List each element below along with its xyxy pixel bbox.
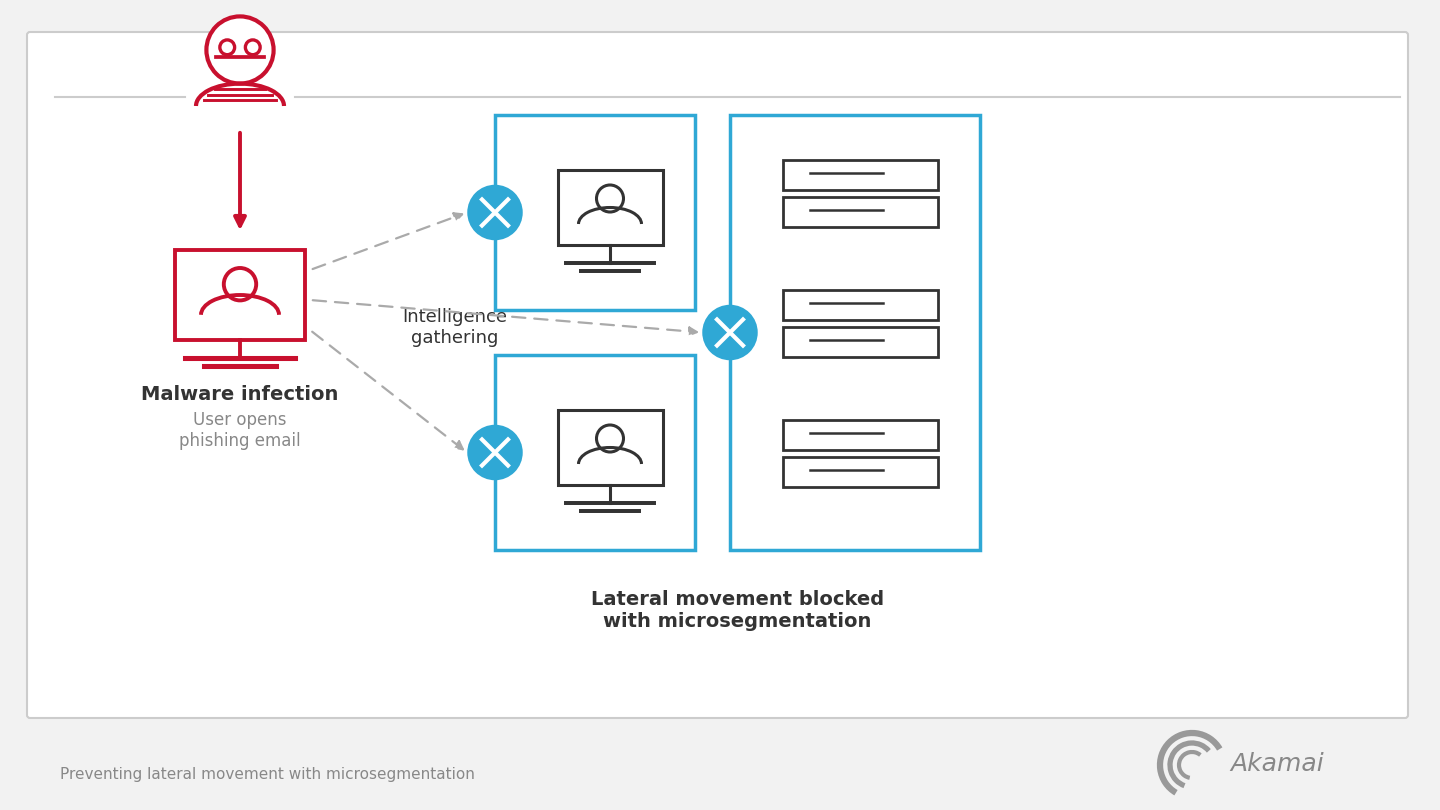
FancyBboxPatch shape	[782, 160, 937, 190]
Text: Intelligence
gathering: Intelligence gathering	[403, 308, 507, 347]
Text: User opens
phishing email: User opens phishing email	[179, 411, 301, 450]
FancyBboxPatch shape	[782, 420, 937, 450]
FancyBboxPatch shape	[557, 410, 662, 485]
Text: Lateral movement blocked
with microsegmentation: Lateral movement blocked with microsegme…	[590, 590, 884, 631]
FancyBboxPatch shape	[557, 170, 662, 245]
FancyBboxPatch shape	[782, 327, 937, 357]
Circle shape	[596, 425, 624, 452]
Text: Malware infection: Malware infection	[141, 385, 338, 404]
Circle shape	[206, 16, 274, 83]
FancyBboxPatch shape	[176, 250, 305, 340]
FancyBboxPatch shape	[495, 115, 696, 310]
Circle shape	[469, 186, 521, 238]
Circle shape	[223, 268, 256, 301]
FancyBboxPatch shape	[495, 355, 696, 550]
FancyBboxPatch shape	[27, 32, 1408, 718]
Circle shape	[245, 40, 261, 55]
Circle shape	[469, 427, 521, 479]
Circle shape	[704, 306, 756, 359]
Circle shape	[596, 185, 624, 212]
FancyBboxPatch shape	[782, 197, 937, 227]
FancyBboxPatch shape	[782, 457, 937, 487]
Circle shape	[220, 40, 235, 55]
FancyBboxPatch shape	[782, 290, 937, 320]
FancyBboxPatch shape	[730, 115, 981, 550]
Text: Akamai: Akamai	[1230, 752, 1323, 776]
Text: Preventing lateral movement with microsegmentation: Preventing lateral movement with microse…	[60, 768, 475, 782]
